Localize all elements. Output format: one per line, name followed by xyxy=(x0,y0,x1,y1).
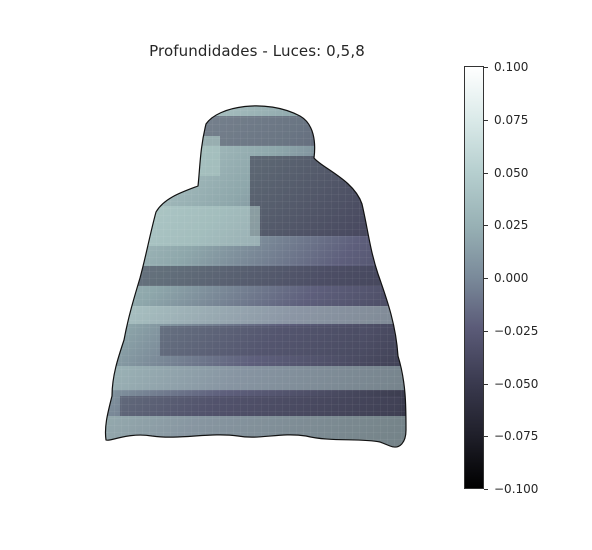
colorbar-tick xyxy=(484,489,488,490)
colorbar xyxy=(464,66,484,489)
colorbar-tick xyxy=(484,383,488,385)
colorbar-tick xyxy=(484,172,488,174)
colorbar-tick xyxy=(484,225,488,227)
colorbar-tick xyxy=(484,278,488,279)
colorbar-tick-label: −0.100 xyxy=(494,482,539,496)
chart-title: Profundidades - Luces: 0,5,8 xyxy=(149,42,365,60)
colorbar-tick xyxy=(484,436,488,438)
colorbar-tick xyxy=(484,119,488,121)
colorbar-tick-label: −0.075 xyxy=(494,429,539,444)
colorbar-tick-label: 0.000 xyxy=(494,271,529,285)
colorbar-tick xyxy=(484,330,488,332)
colorbar-tick-label: 0.050 xyxy=(494,165,529,180)
surface-outline xyxy=(104,105,407,448)
colorbar-tick-label: −0.050 xyxy=(494,376,539,391)
surface-plot xyxy=(104,105,407,448)
colorbar-tick-label: 0.075 xyxy=(494,112,529,127)
colorbar-tick-label: 0.100 xyxy=(494,60,529,74)
colorbar-tick xyxy=(484,67,488,68)
colorbar-tick-label: 0.025 xyxy=(494,218,529,233)
colorbar-tick-label: −0.025 xyxy=(494,323,539,338)
surface-body xyxy=(105,105,407,448)
